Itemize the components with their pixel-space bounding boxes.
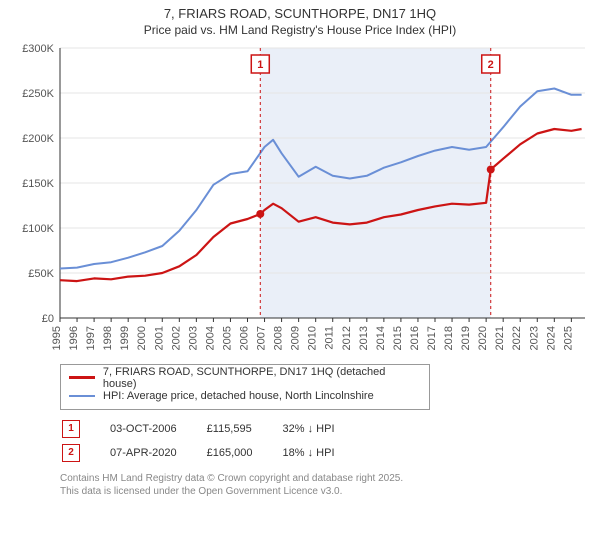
- svg-text:2018: 2018: [443, 326, 455, 350]
- sale-markers-table: 1 03-OCT-2006 £115,595 32% ↓ HPI 2 07-AP…: [60, 416, 365, 466]
- marker-delta: 18% ↓ HPI: [283, 442, 363, 464]
- svg-text:2020: 2020: [477, 326, 489, 350]
- svg-text:2019: 2019: [460, 326, 472, 350]
- svg-text:2024: 2024: [545, 326, 557, 350]
- legend-swatch: [69, 395, 95, 397]
- svg-text:1997: 1997: [85, 326, 97, 350]
- chart-container: 7, FRIARS ROAD, SCUNTHORPE, DN17 1HQ Pri…: [0, 0, 600, 504]
- legend-item: HPI: Average price, detached house, Nort…: [69, 387, 421, 405]
- marker-delta: 32% ↓ HPI: [283, 418, 363, 440]
- svg-text:1998: 1998: [102, 326, 114, 350]
- table-row: 1 03-OCT-2006 £115,595 32% ↓ HPI: [62, 418, 363, 440]
- svg-text:2023: 2023: [528, 326, 540, 350]
- svg-text:2005: 2005: [221, 326, 233, 350]
- footer-note: Contains HM Land Registry data © Crown c…: [60, 472, 590, 498]
- footer-line2: This data is licensed under the Open Gov…: [60, 485, 590, 498]
- svg-text:2015: 2015: [392, 326, 404, 350]
- svg-text:2007: 2007: [256, 326, 268, 350]
- svg-text:2025: 2025: [562, 326, 574, 350]
- marker-date: 03-OCT-2006: [110, 418, 205, 440]
- legend-item: 7, FRIARS ROAD, SCUNTHORPE, DN17 1HQ (de…: [69, 369, 421, 387]
- svg-text:2009: 2009: [290, 326, 302, 350]
- marker-date: 07-APR-2020: [110, 442, 205, 464]
- svg-text:2004: 2004: [204, 326, 216, 350]
- svg-text:£150K: £150K: [22, 178, 54, 190]
- svg-text:2014: 2014: [375, 326, 387, 350]
- svg-text:2: 2: [488, 59, 494, 71]
- svg-text:2016: 2016: [409, 326, 421, 350]
- svg-text:2012: 2012: [341, 326, 353, 350]
- svg-text:2000: 2000: [136, 326, 148, 350]
- legend-box: 7, FRIARS ROAD, SCUNTHORPE, DN17 1HQ (de…: [60, 364, 430, 410]
- svg-text:2003: 2003: [187, 326, 199, 350]
- svg-text:2017: 2017: [426, 326, 438, 350]
- marker-price: £165,000: [207, 442, 281, 464]
- chart-title-line2: Price paid vs. HM Land Registry's House …: [10, 23, 590, 37]
- legend-label: HPI: Average price, detached house, Nort…: [103, 390, 374, 402]
- svg-text:£300K: £300K: [22, 43, 54, 55]
- svg-text:1999: 1999: [119, 326, 131, 350]
- legend-swatch: [69, 376, 95, 379]
- line-chart-svg: £0 £50K £100K £150K £200K £250K £300K 1995 1996 1…: [10, 43, 590, 358]
- svg-text:2002: 2002: [170, 326, 182, 350]
- svg-text:2008: 2008: [273, 326, 285, 350]
- svg-text:£100K: £100K: [22, 223, 54, 235]
- chart-title-line1: 7, FRIARS ROAD, SCUNTHORPE, DN17 1HQ: [10, 6, 590, 23]
- marker-badge: 1: [62, 420, 80, 438]
- svg-text:2021: 2021: [494, 326, 506, 350]
- marker-number: 1: [68, 423, 74, 434]
- marker-badge: 2: [62, 444, 80, 462]
- table-row: 2 07-APR-2020 £165,000 18% ↓ HPI: [62, 442, 363, 464]
- svg-text:2011: 2011: [324, 326, 336, 350]
- legend-label: 7, FRIARS ROAD, SCUNTHORPE, DN17 1HQ (de…: [103, 366, 421, 390]
- footer-line1: Contains HM Land Registry data © Crown c…: [60, 472, 590, 485]
- svg-text:£250K: £250K: [22, 88, 54, 100]
- svg-text:1995: 1995: [51, 326, 63, 350]
- svg-text:2001: 2001: [153, 326, 165, 350]
- svg-text:£200K: £200K: [22, 133, 54, 145]
- svg-text:2010: 2010: [307, 326, 319, 350]
- svg-text:2006: 2006: [239, 326, 251, 350]
- svg-text:1996: 1996: [68, 326, 80, 350]
- marker-number: 2: [68, 447, 74, 458]
- svg-text:£50K: £50K: [28, 268, 54, 280]
- svg-text:2013: 2013: [358, 326, 370, 350]
- marker-price: £115,595: [207, 418, 281, 440]
- plot-area: £0 £50K £100K £150K £200K £250K £300K 1995 1996 1…: [10, 43, 590, 358]
- svg-text:1: 1: [257, 59, 263, 71]
- svg-text:£0: £0: [42, 313, 54, 325]
- svg-text:2022: 2022: [511, 326, 523, 350]
